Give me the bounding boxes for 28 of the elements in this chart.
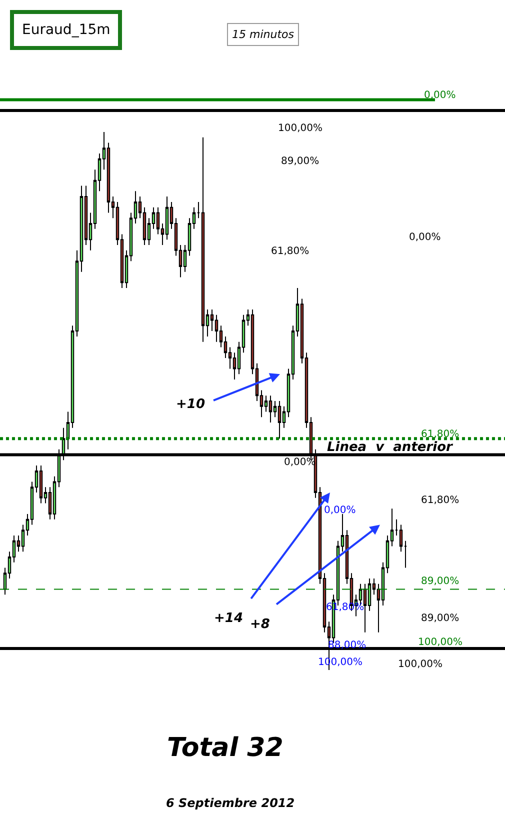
text: 89,00% (421, 613, 460, 624)
text: 6 Septiembre 2012 (166, 796, 295, 810)
text: 100,00% (418, 637, 462, 648)
candlestick (268, 395, 272, 424)
annotation: Linea v anterior (327, 440, 454, 455)
candlestick (399, 524, 403, 552)
chart-title: Euraud_15m (22, 22, 110, 38)
text: 89,00% (421, 576, 460, 587)
candlestick (196, 201, 200, 219)
annotation: +8 (250, 617, 270, 632)
candlestick (278, 400, 282, 440)
chart-subtitle: 15 minutos (232, 28, 294, 41)
text: Total 32 (167, 733, 284, 763)
candlestick (201, 136, 205, 342)
annotation: 0,00% (324, 505, 356, 516)
candlestick (394, 518, 398, 536)
text: 0,00% (424, 90, 456, 101)
text: 61,80% (421, 495, 460, 506)
annotation: 89,00% (281, 156, 320, 167)
annotation: 100,00% (398, 659, 442, 670)
annotation: 61,80% (271, 246, 310, 257)
annotation: +10 (176, 397, 205, 412)
annotation: 100,00% (278, 123, 322, 134)
candlestick (39, 465, 43, 504)
annotation: +14 (214, 611, 243, 626)
candlestick (404, 540, 408, 568)
text: 61,80% (421, 429, 460, 440)
text: 0,00% (409, 232, 441, 243)
